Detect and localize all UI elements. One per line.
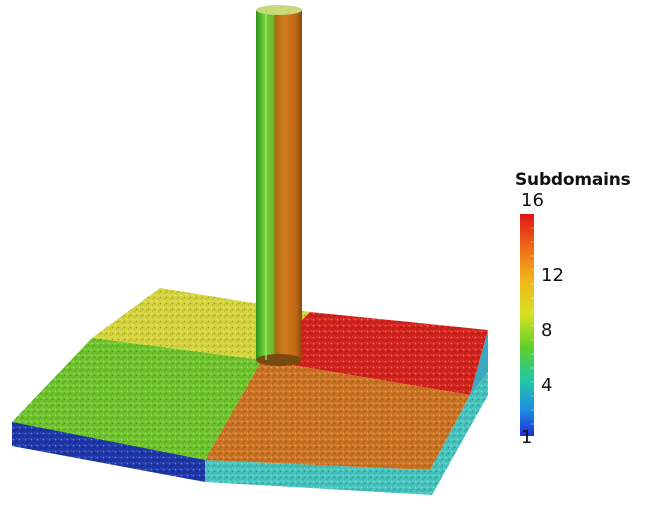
legend-title: Subdomains [515, 170, 631, 190]
legend-label-max: 16 [521, 190, 544, 211]
cylinder-top [256, 5, 302, 15]
cylinder-body [256, 10, 302, 360]
cylinder-bottom [256, 354, 302, 366]
subdomains-legend: Subdomains 16 12 8 4 1 [515, 170, 645, 450]
legend-label-8: 8 [541, 320, 553, 341]
legend-label-12: 12 [541, 265, 564, 286]
legend-label-min: 1 [521, 427, 533, 448]
legend-label-4: 4 [541, 375, 553, 396]
vertical-cylinder [256, 5, 302, 366]
colorbar [520, 214, 534, 436]
slab-top [12, 288, 488, 495]
